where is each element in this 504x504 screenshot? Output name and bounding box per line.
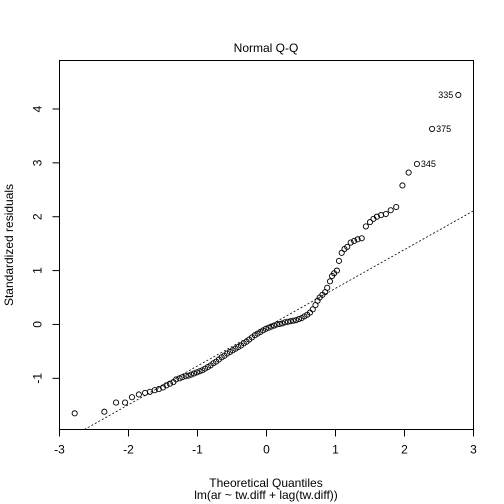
data-point: [262, 325, 269, 332]
x-axis: -3 -2 -1 0 1 2 3: [54, 429, 477, 457]
point-label: 345: [421, 159, 436, 169]
data-point: [335, 257, 343, 264]
data-point: [413, 160, 420, 167]
data-point: [399, 182, 406, 189]
data-point: [113, 399, 120, 406]
x-tick-label: -2: [123, 443, 134, 457]
data-point: [190, 370, 198, 377]
data-point: [362, 223, 369, 230]
data-point: [268, 323, 275, 330]
data-point: [309, 306, 316, 313]
data-point: [185, 372, 192, 379]
reference-line: [84, 210, 474, 430]
data-point: [176, 375, 183, 382]
data-point: [122, 399, 129, 406]
point-label: 375: [436, 124, 451, 134]
data-point: [151, 387, 158, 394]
data-point: [166, 380, 173, 387]
data-point: [163, 382, 170, 389]
data-point: [273, 321, 280, 328]
data-point: [373, 213, 380, 220]
y-axis: -1 0 1 2 3 4: [31, 105, 60, 384]
data-point: [282, 319, 289, 326]
data-point: [101, 408, 108, 415]
data-point: [179, 374, 186, 381]
x-axis-subtitle: lm(ar ~ tw.diff + lag(tw.diff)): [194, 488, 338, 502]
data-point: [279, 320, 286, 327]
data-point: [284, 318, 291, 325]
data-point: [290, 317, 297, 324]
data-point: [314, 297, 321, 304]
data-point: [393, 203, 400, 211]
data-point: [271, 322, 278, 329]
data-point: [128, 394, 135, 401]
x-tick-label: -1: [192, 443, 203, 457]
data-point: [344, 243, 351, 250]
data-point: [265, 324, 272, 331]
data-point: [276, 320, 283, 327]
data-point: [173, 376, 180, 383]
y-tick-label: 0: [31, 321, 45, 328]
data-point: [387, 207, 394, 214]
y-tick-label: -1: [31, 373, 45, 384]
data-point: [193, 369, 200, 376]
data-point: [324, 284, 331, 291]
data-point: [326, 278, 334, 285]
point-label: 335: [438, 90, 453, 100]
data-point: [405, 169, 412, 176]
data-point: [358, 235, 365, 242]
data-point: [287, 318, 294, 325]
y-tick-label: 4: [31, 105, 45, 112]
data-point: [155, 386, 162, 393]
data-point: [366, 219, 374, 226]
data-point: [71, 410, 78, 417]
data-point: [455, 91, 462, 99]
data-point: [382, 210, 389, 218]
data-point: [354, 236, 361, 243]
y-tick-label: 1: [31, 267, 45, 274]
data-point: [351, 237, 358, 245]
x-tick-label: 0: [263, 443, 270, 457]
data-point: [293, 317, 300, 324]
data-point: [135, 391, 142, 398]
data-point: [429, 125, 436, 132]
x-axis-label: Theoretical Quantiles: [209, 476, 322, 490]
data-points: [71, 91, 462, 417]
x-tick-label: 2: [401, 443, 408, 457]
data-point: [333, 267, 340, 274]
plot-frame: [59, 60, 474, 430]
point-labels: 335 375 345: [421, 90, 453, 169]
y-tick-label: 3: [31, 159, 45, 166]
data-point: [196, 368, 203, 375]
x-tick-label: -3: [54, 443, 65, 457]
data-point: [142, 389, 149, 396]
data-point: [347, 239, 354, 246]
x-tick-label: 1: [332, 443, 339, 457]
data-point: [188, 371, 195, 378]
x-tick-label: 3: [470, 443, 477, 457]
data-point: [182, 373, 189, 380]
data-point: [295, 316, 302, 323]
y-tick-label: 2: [31, 213, 45, 220]
chart-title: Normal Q-Q: [234, 41, 299, 55]
y-axis-label: Standardized residuals: [2, 184, 16, 306]
